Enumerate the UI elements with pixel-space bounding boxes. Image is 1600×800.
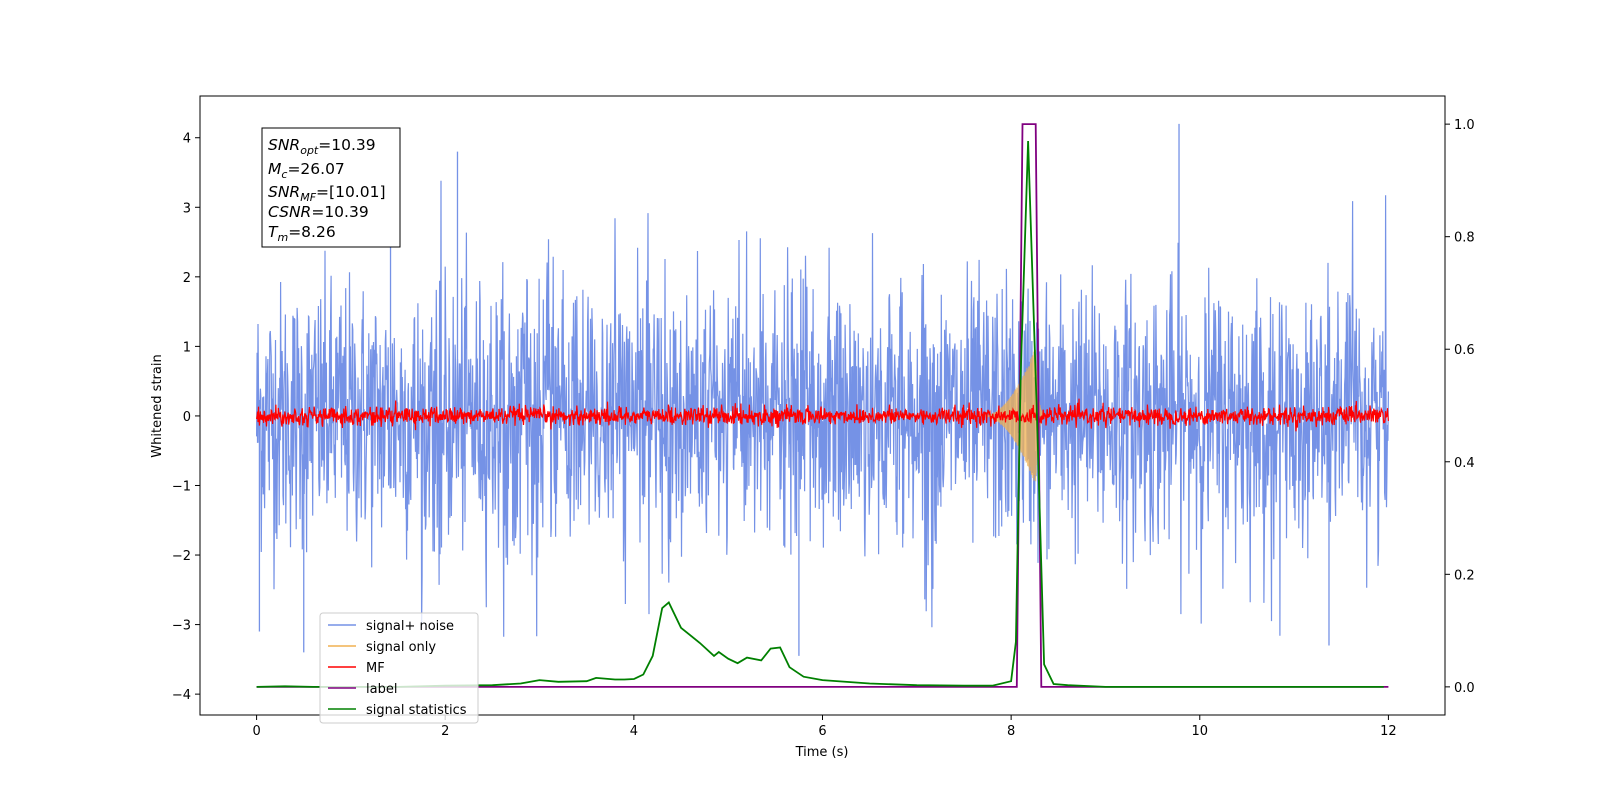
y-tick-label: −2 [172, 549, 191, 564]
legend-frame [319, 612, 479, 724]
stats-box-frame [261, 127, 401, 248]
x-tick-label: 8 [1007, 724, 1015, 739]
legend-label: signal statistics [366, 703, 467, 718]
y-tick-label: −3 [172, 619, 191, 634]
y-tick-label: 3 [183, 201, 191, 216]
y-tick-label: 4 [183, 132, 191, 147]
stat-tm: Tm=8.26 [268, 223, 336, 244]
x-axis-title: Time (s) [795, 745, 849, 760]
x-tick-label: 0 [252, 724, 260, 739]
legend: signal+ noise signal only MF label signal st… [319, 612, 479, 724]
y-tick-label: 2 [183, 271, 191, 286]
y-tick-label: −1 [172, 479, 191, 494]
legend-label: MF [366, 661, 385, 676]
x-tick-label: 6 [818, 724, 826, 739]
stats-box: SNRopt=10.39 Mc=26.07 SNRMF=[10.01] CSNR… [261, 127, 401, 248]
legend-entries: signal+ noise signal only MF label signal st… [328, 619, 467, 718]
y2-tick-label: 0.4 [1454, 456, 1475, 471]
y2-tick-label: 0.2 [1454, 568, 1475, 583]
y-tick-label: 1 [183, 340, 191, 355]
series-layer [256, 123, 1389, 688]
y-tick-label: −4 [172, 688, 191, 703]
series-signal-only-line [982, 349, 1043, 482]
series-mf-line [256, 398, 1389, 432]
legend-label: signal only [366, 640, 436, 655]
legend-label: label [366, 682, 397, 697]
x-axis: 0 2 4 6 8 10 12 [252, 715, 1397, 739]
x-tick-label: 10 [1191, 724, 1208, 739]
y-axis-left: −4 −3 −2 −1 0 1 2 3 4 [172, 132, 200, 703]
x-tick-label: 2 [441, 724, 449, 739]
y-axis-right: 0.0 0.2 0.4 0.6 0.8 1.0 [1445, 118, 1475, 696]
stat-csnr: CSNR=10.39 [268, 203, 369, 221]
legend-label: signal+ noise [366, 619, 454, 634]
stat-snr-opt: SNRopt=10.39 [268, 136, 376, 157]
stat-snr-mf: SNRMF=[10.01] [268, 183, 386, 204]
y2-tick-label: 0.0 [1454, 681, 1475, 696]
y-axis-title: Whitened strain [150, 354, 165, 457]
y2-tick-label: 0.8 [1454, 231, 1475, 246]
series-signal-statistics-line [256, 140, 1384, 688]
series-signal-noise-line [256, 180, 1389, 637]
y-tick-label: 0 [183, 410, 191, 425]
stat-mc: Mc=26.07 [268, 160, 345, 181]
x-tick-label: 12 [1380, 724, 1397, 739]
y2-tick-label: 0.6 [1454, 343, 1475, 358]
x-tick-label: 4 [630, 724, 638, 739]
y2-tick-label: 1.0 [1454, 118, 1475, 133]
